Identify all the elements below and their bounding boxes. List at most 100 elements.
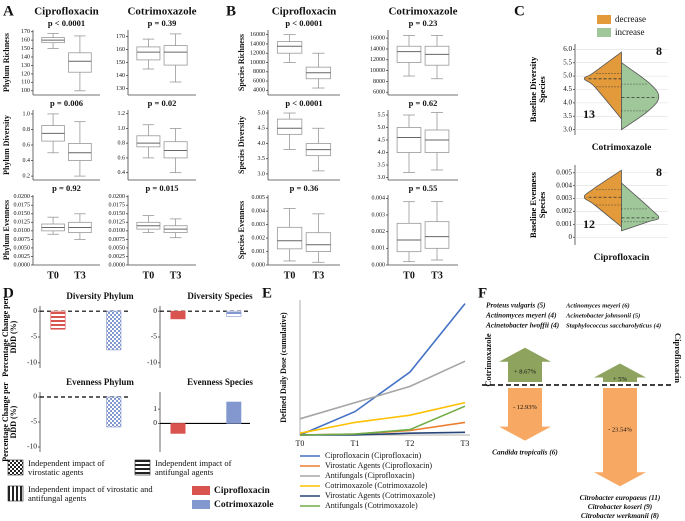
y-axis-label: Species Evenness	[237, 201, 246, 259]
y-tick-label: 140	[21, 54, 30, 60]
legend-label: Ciprofloxacin (Ciprofloxacin)	[325, 451, 422, 460]
sample-count: 8	[656, 44, 662, 58]
p-value: p = 0.006	[50, 98, 83, 108]
x-axis-label: Cotrimoxazole	[592, 143, 652, 153]
y-tick-label: 0.001	[372, 246, 386, 252]
series-line	[299, 360, 466, 420]
legend-label: decrease	[615, 14, 646, 24]
x-tick-label: T1	[351, 439, 360, 448]
panel-label: D	[3, 285, 14, 301]
legend-label: Antifungals (Cotrimoxazole)	[325, 501, 418, 510]
y-tick-label: 0.6	[23, 142, 31, 148]
p-value: p = 0.39	[148, 18, 177, 28]
y-tick-label: 6000	[373, 90, 385, 96]
box	[396, 45, 422, 63]
y-tick-label: 0.0150	[14, 211, 31, 217]
violin-half	[583, 51, 622, 121]
y-tick-label: 0.000	[372, 262, 386, 268]
panel-label: B	[226, 3, 236, 19]
y-tick-label: 8000	[253, 69, 265, 75]
legend-swatch	[7, 485, 24, 502]
y-axis-label: Baseline Evenness Species	[529, 172, 547, 238]
legend-label: Antifungals (Ciprofloxacin)	[325, 471, 415, 480]
y-tick-label: 0.0150	[109, 211, 126, 217]
x-tick-label: T0	[284, 270, 296, 281]
y-axis-label: Baseline Diversity Species	[529, 56, 547, 123]
violin-half	[583, 169, 622, 228]
panel-label: F	[478, 285, 487, 301]
y-tick-label: 5.5	[378, 112, 386, 118]
y-tick-label: 4.5	[258, 126, 266, 132]
bar	[50, 310, 66, 330]
box	[136, 135, 161, 148]
y-tick-label: 150	[116, 60, 125, 66]
y-tick-label: 0.003	[372, 212, 386, 218]
sample-count: 8	[656, 165, 662, 179]
y-tick-label: 0	[33, 392, 37, 401]
y-tick-label: 0.003	[556, 194, 572, 202]
subplot-title: Ciprofloxacin	[34, 6, 99, 18]
box	[276, 226, 303, 250]
legend-swatch	[597, 15, 611, 24]
series-line	[299, 405, 466, 436]
y-tick-label: 120	[21, 71, 30, 77]
y-tick-label: 0.0100	[109, 228, 126, 234]
y-tick-label: 0.005	[252, 195, 266, 201]
box	[163, 141, 188, 159]
p-value: p < 0.0001	[285, 98, 322, 108]
y-tick-label: 0	[569, 233, 573, 241]
legend-label: Cotrimoxazole	[214, 500, 274, 510]
y-tick-label: 6000	[253, 78, 265, 84]
y-axis-label: Defined Daily Dose (cumulative)	[279, 312, 288, 423]
y-tick-label: 3.5	[258, 156, 266, 162]
y-tick-label: 140	[116, 73, 125, 79]
y-tick-label: -10	[147, 358, 157, 367]
y-tick-label: 1.0	[23, 111, 31, 117]
y-tick-label: 0.0075	[14, 237, 31, 243]
x-tick-label: T0	[143, 270, 155, 281]
x-tick-label: T0	[47, 270, 59, 281]
bar	[106, 396, 122, 428]
sample-count: 13	[583, 107, 595, 121]
y-axis-label: Phylum Richness	[2, 33, 11, 92]
p-value: p = 0.62	[409, 98, 438, 108]
y-axis-label-box: Percentage Change per DDD (%)	[2, 382, 18, 461]
y-tick-label: 10000	[250, 60, 265, 66]
y-tick-label: 4.0	[258, 141, 266, 147]
y-tick-label: 0.0100	[14, 228, 31, 234]
y-tick-label: 0.0000	[14, 262, 31, 268]
taxon-label: Citrobacter werkmanii (8)	[581, 511, 659, 520]
y-tick-label: 0.0025	[14, 254, 31, 260]
p-value: p = 0.02	[148, 98, 177, 108]
p-value: p = 0.23	[409, 18, 438, 28]
y-tick-label: 0.4	[23, 158, 31, 164]
sample-count: 12	[583, 217, 595, 231]
y-tick-label: 3.0	[258, 171, 266, 177]
y-tick-label: 10000	[370, 68, 385, 74]
taxon-label: Citrobacter koseri (9)	[588, 502, 652, 511]
y-tick-label: -5	[31, 417, 37, 426]
box	[163, 45, 188, 66]
y-tick-label: -5	[151, 332, 157, 341]
bar	[106, 310, 122, 351]
y-tick-label: 0.0200	[109, 194, 126, 200]
taxon-label: Acinetobacter johnsonii (5)	[565, 313, 640, 320]
p-value: p = 0.36	[290, 183, 319, 193]
y-tick-label: 0.8	[118, 141, 126, 147]
y-tick-label: 0.0175	[14, 203, 31, 209]
y-tick-label: 0.2	[23, 173, 31, 179]
taxon-label: Acinetobacter lwoffii (4)	[485, 321, 559, 330]
y-tick-label: -10	[27, 358, 37, 367]
taxon-label: Proteus vulgaris (5)	[486, 301, 546, 310]
x-tick-label: T3	[74, 270, 86, 281]
group-label: Cotrimoxazole	[483, 333, 493, 387]
y-tick-label: 160	[116, 47, 125, 53]
x-axis-label: Ciprofloxacin	[594, 253, 650, 263]
change-arrow	[499, 388, 551, 441]
y-tick-label: 3.0	[563, 125, 572, 133]
y-tick-label: 100	[21, 88, 30, 94]
legend-swatch	[192, 500, 210, 509]
x-tick-label: T3	[431, 270, 443, 281]
y-tick-label: 5.0	[258, 110, 266, 116]
